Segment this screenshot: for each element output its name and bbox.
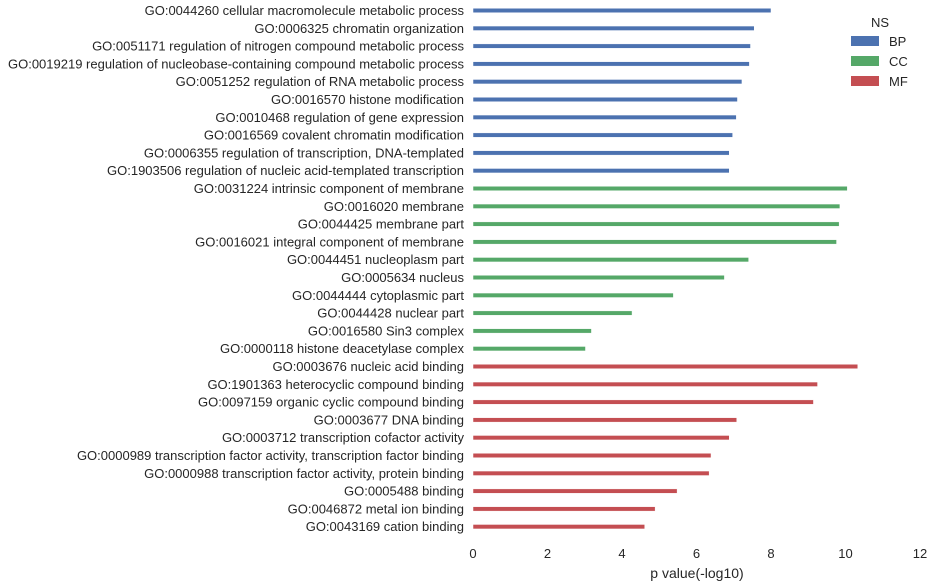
bar [472, 275, 725, 280]
category-label: GO:0051171 regulation of nitrogen compou… [92, 39, 464, 54]
x-tick-labels: 0 2 4 6 8 10 12 [469, 546, 927, 561]
category-label: GO:1901363 heterocyclic compound binding [207, 377, 464, 392]
category-label: GO:0044260 cellular macromolecule metabo… [145, 3, 465, 18]
x-tick-label: 2 [544, 546, 551, 561]
legend-swatch [851, 56, 879, 66]
category-label: GO:0010468 regulation of gene expression [215, 110, 464, 125]
legend: NS BP CC MF [851, 15, 908, 89]
bar [472, 186, 848, 191]
bar [472, 221, 840, 227]
bar [472, 25, 755, 31]
category-label: GO:0044428 nuclear part [317, 306, 464, 321]
legend-swatch [851, 76, 879, 86]
legend-label: BP [889, 34, 906, 49]
category-label: GO:0005488 binding [344, 484, 464, 499]
category-label: GO:0003676 nucleic acid binding [272, 359, 464, 374]
bar [472, 453, 712, 458]
x-tick-label: 4 [618, 546, 625, 561]
category-label: GO:0000988 transcription factor activity… [144, 466, 464, 481]
category-label: GO:0016580 Sin3 complex [308, 323, 465, 338]
bar [472, 79, 743, 85]
bar [472, 470, 710, 476]
bar [472, 292, 674, 298]
bar [472, 417, 737, 423]
bar [472, 61, 750, 67]
x-tick-label: 8 [767, 546, 774, 561]
category-label: GO:0097159 organic cyclic compound bindi… [198, 395, 464, 410]
bar [472, 364, 859, 369]
bar [472, 346, 586, 352]
category-label: GO:0016570 histone modification [271, 92, 464, 107]
bar [472, 257, 749, 263]
bar [472, 132, 733, 138]
bar [472, 97, 738, 102]
category-label: GO:0016569 covalent chromatin modificati… [204, 128, 464, 143]
legend-label: CC [889, 54, 908, 69]
category-label: GO:0031224 intrinsic component of membra… [194, 181, 464, 196]
category-label: GO:0016021 integral component of membran… [195, 234, 464, 249]
x-tick-label: 12 [913, 546, 927, 561]
category-label: GO:0044425 membrane part [298, 217, 465, 232]
bar [472, 399, 814, 405]
category-label: GO:0000989 transcription factor activity… [77, 448, 464, 463]
category-label: GO:0043169 cation binding [306, 519, 464, 534]
category-label: GO:1903506 regulation of nucleic acid-te… [107, 163, 464, 178]
legend-title: NS [871, 15, 889, 30]
category-label: GO:0019219 regulation of nucleobase-cont… [8, 56, 465, 71]
category-label: GO:0006355 regulation of transcription, … [144, 145, 464, 160]
category-label: GO:0005634 nucleus [341, 270, 464, 285]
category-label: GO:0003712 transcription cofactor activi… [222, 430, 465, 445]
bar [472, 8, 772, 13]
category-label: GO:0003677 DNA binding [314, 412, 464, 427]
category-label: GO:0044444 cytoplasmic part [292, 288, 464, 303]
category-label: GO:0046872 metal ion binding [288, 501, 464, 516]
bar [472, 114, 737, 120]
bar [472, 150, 730, 156]
x-tick-label: 6 [693, 546, 700, 561]
bar [472, 310, 633, 316]
bar [472, 381, 818, 387]
bar [472, 43, 751, 49]
category-labels: GO:0044260 cellular macromolecule metabo… [8, 3, 465, 534]
bars-group [472, 8, 859, 530]
x-tick-label: 0 [469, 546, 476, 561]
x-tick-label: 10 [838, 546, 852, 561]
bar [472, 488, 678, 494]
category-label: GO:0000118 histone deacetylase complex [220, 341, 465, 356]
category-label: GO:0051252 regulation of RNA metabolic p… [176, 74, 465, 89]
category-label: GO:0044451 nucleoplasm part [287, 252, 464, 267]
bar [472, 435, 730, 441]
bar [472, 168, 730, 174]
category-label: GO:0006325 chromatin organization [254, 21, 464, 36]
legend-swatch [851, 36, 879, 46]
legend-label: MF [889, 74, 908, 89]
category-label: GO:0016020 membrane [324, 199, 464, 214]
bar [472, 239, 837, 245]
bar [472, 328, 592, 334]
bar [472, 524, 645, 530]
x-axis-title: p value(-log10) [650, 565, 743, 581]
bar [472, 203, 841, 209]
bar [472, 506, 656, 512]
